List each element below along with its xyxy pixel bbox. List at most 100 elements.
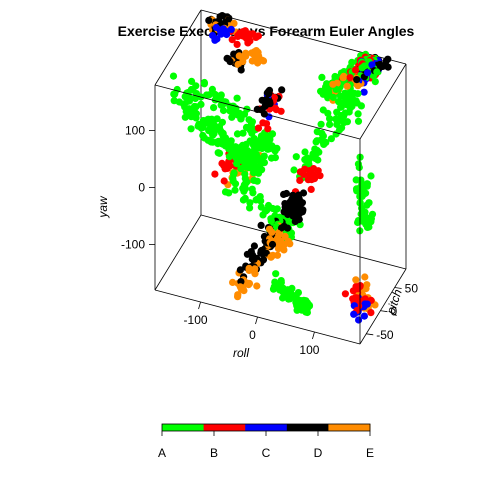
data-point-A bbox=[244, 161, 252, 169]
data-point-D bbox=[243, 250, 251, 258]
data-point-B bbox=[316, 172, 324, 180]
data-point-A bbox=[228, 148, 236, 157]
data-point-D bbox=[257, 249, 265, 257]
data-point-A bbox=[200, 134, 209, 142]
data-point-B bbox=[349, 295, 357, 303]
roll-tick bbox=[198, 301, 201, 310]
data-point-D bbox=[264, 90, 272, 98]
data-point-E bbox=[329, 80, 337, 88]
data-point-A bbox=[318, 73, 326, 81]
data-point-E bbox=[281, 232, 289, 240]
data-point-D bbox=[236, 266, 244, 274]
data-point-A bbox=[237, 165, 245, 173]
data-point-A bbox=[253, 195, 262, 203]
data-point-E bbox=[248, 49, 257, 58]
data-point-A bbox=[229, 102, 237, 110]
data-point-A bbox=[312, 138, 320, 146]
legend-swatch-A bbox=[162, 424, 205, 431]
data-point-E bbox=[354, 82, 362, 90]
data-point-C bbox=[355, 316, 363, 324]
data-point-B bbox=[218, 159, 226, 167]
data-point-D bbox=[353, 76, 361, 84]
data-point-D bbox=[237, 66, 245, 74]
data-point-B bbox=[211, 170, 219, 178]
data-point-A bbox=[207, 138, 215, 146]
data-point-A bbox=[331, 72, 339, 81]
box-edge bbox=[154, 9, 202, 86]
data-point-A bbox=[229, 177, 237, 185]
data-point-A bbox=[311, 145, 319, 153]
data-point-B bbox=[244, 39, 252, 47]
data-point-A bbox=[200, 80, 208, 88]
data-point-A bbox=[305, 155, 313, 163]
yaw-tick-label: 100 bbox=[125, 124, 145, 138]
legend-label-C: C bbox=[262, 446, 271, 460]
data-point-A bbox=[191, 94, 199, 103]
data-point-D bbox=[226, 58, 234, 66]
data-point-A bbox=[270, 283, 278, 291]
data-point-D bbox=[295, 209, 304, 217]
data-point-A bbox=[287, 229, 296, 237]
data-point-C bbox=[213, 35, 221, 43]
data-point-A bbox=[326, 115, 334, 123]
data-point-B bbox=[226, 162, 234, 170]
data-point-A bbox=[231, 186, 239, 194]
data-point-A bbox=[332, 115, 340, 123]
data-point-A bbox=[233, 130, 242, 138]
data-point-E bbox=[253, 282, 261, 290]
data-point-A bbox=[319, 90, 327, 98]
data-point-E bbox=[245, 281, 253, 289]
legend-swatch-D bbox=[286, 424, 329, 431]
data-point-D bbox=[384, 63, 392, 71]
data-point-A bbox=[326, 120, 334, 129]
data-point-A bbox=[340, 118, 348, 126]
data-point-D bbox=[262, 99, 270, 107]
data-point-E bbox=[267, 253, 275, 261]
data-point-E bbox=[245, 266, 253, 274]
data-point-A bbox=[206, 126, 214, 134]
roll-axis: -100 0 100 bbox=[184, 301, 320, 357]
box-edge bbox=[359, 63, 407, 140]
data-point-A bbox=[230, 170, 238, 179]
legend-colorbar: A B C D E bbox=[158, 423, 374, 460]
data-point-C bbox=[217, 30, 225, 38]
data-point-A bbox=[195, 120, 203, 128]
legend-label-A: A bbox=[158, 446, 166, 460]
data-point-A bbox=[354, 217, 362, 225]
data-point-E bbox=[229, 278, 237, 286]
data-point-E bbox=[352, 276, 360, 284]
data-point-A bbox=[338, 124, 346, 132]
data-point-A bbox=[217, 91, 225, 99]
data-point-A bbox=[354, 117, 363, 125]
data-point-B bbox=[254, 124, 263, 132]
data-point-A bbox=[169, 72, 178, 80]
pitch-tick bbox=[366, 333, 374, 336]
data-point-E bbox=[268, 228, 276, 236]
data-point-A bbox=[353, 99, 361, 107]
data-point-A bbox=[267, 217, 275, 225]
box-edge bbox=[154, 84, 361, 140]
yaw-axis: -100 0 100 bbox=[121, 124, 155, 251]
data-point-A bbox=[250, 169, 258, 177]
data-point-A bbox=[352, 176, 360, 184]
data-point-B bbox=[304, 176, 312, 184]
data-point-A bbox=[358, 64, 366, 72]
data-point-B bbox=[341, 290, 349, 298]
data-point-A bbox=[249, 189, 257, 197]
data-point-A bbox=[267, 154, 276, 162]
data-point-A bbox=[259, 211, 267, 219]
data-point-A bbox=[266, 144, 274, 152]
data-point-B bbox=[346, 74, 354, 82]
data-point-A bbox=[214, 137, 223, 145]
data-point-C bbox=[368, 61, 376, 69]
data-point-A bbox=[344, 95, 352, 103]
data-point-A bbox=[264, 201, 273, 210]
data-point-E bbox=[361, 273, 369, 281]
box-edge bbox=[154, 214, 202, 291]
legend-swatch-C bbox=[245, 424, 288, 431]
data-point-A bbox=[237, 115, 245, 123]
roll-axis-label: roll bbox=[233, 346, 249, 360]
data-point-A bbox=[250, 176, 258, 184]
